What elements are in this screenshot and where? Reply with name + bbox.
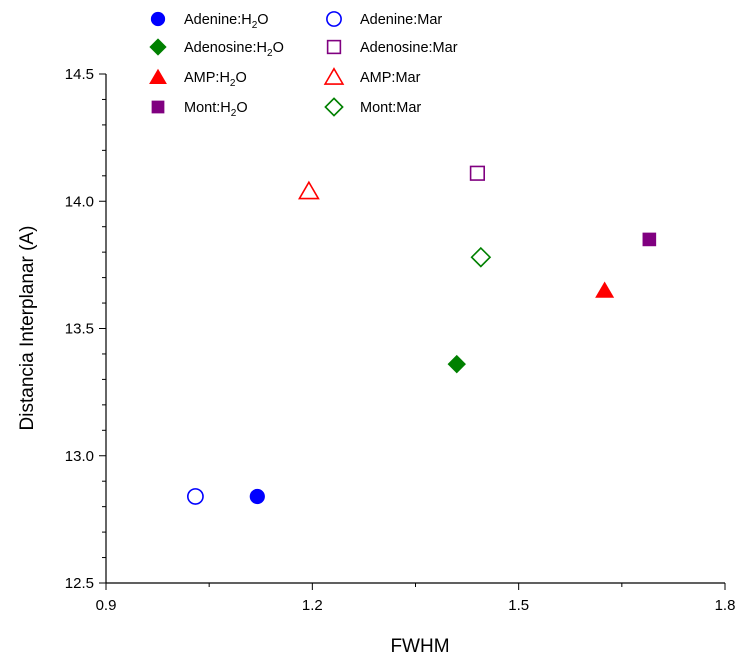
data-point (297, 180, 320, 200)
legend-marker (149, 38, 167, 56)
legend-label: AMP:Mar (360, 70, 421, 86)
legend-label: Mont:Mar (360, 100, 421, 116)
legend-marker (326, 11, 342, 27)
x-tick-label: 1.5 (508, 597, 529, 614)
data-point (470, 246, 492, 268)
legend-label: Adenosine:H2O (184, 40, 284, 59)
y-tick-label: 13.5 (65, 321, 94, 338)
y-tick-label: 14.0 (65, 193, 94, 210)
legend-label: Adenine:H2O (184, 12, 269, 31)
legend-marker (150, 11, 166, 27)
y-axis-label: Distancia Interplanar (A) (17, 226, 38, 431)
data-point (469, 165, 486, 181)
axes (105, 74, 725, 584)
ticks: 0.9 1.2 1.5 1.8 12.5 13.0 13.5 14.0 14.5 (65, 66, 736, 614)
data-point (595, 281, 615, 298)
data-point (642, 232, 657, 247)
x-tick-label: 1.8 (715, 597, 736, 614)
x-tick-label: 1.2 (302, 597, 323, 614)
y-tick-label: 12.5 (65, 575, 94, 592)
legend-label: Adenine:Mar (360, 12, 442, 28)
legend-marker (326, 39, 342, 55)
x-tick-label: 0.9 (96, 597, 117, 614)
y-tick-label: 14.5 (65, 66, 94, 83)
legend-marker (323, 67, 345, 85)
legend-marker (324, 97, 344, 117)
legend-label: Mont:H2O (184, 100, 248, 119)
legend-label: AMP:H2O (184, 70, 247, 89)
legend-marker (151, 100, 165, 114)
x-axis-label: FWHM (390, 636, 449, 657)
data-point (187, 488, 204, 505)
legend-marker (149, 68, 167, 85)
data-point (447, 354, 466, 374)
data-points (187, 165, 657, 505)
legend-label: Adenosine:Mar (360, 40, 458, 56)
legend: Adenine:H2O Adenine:Mar Adenosine:H2O Adeno… (149, 11, 458, 119)
y-tick-label: 13.0 (65, 448, 94, 465)
data-point (249, 488, 265, 505)
